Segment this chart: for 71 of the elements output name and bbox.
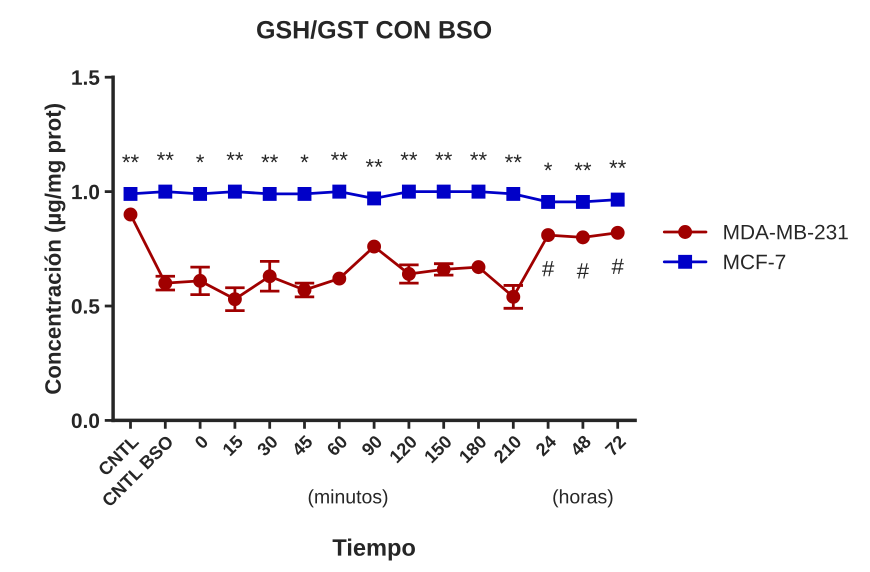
point [610,226,625,240]
legend-label: MCF-7 [724,254,786,270]
annotation: # [612,258,624,274]
x-tick-label: 72 [604,434,626,457]
x-tick-label: 30 [256,434,279,457]
point [158,276,172,290]
x-tick-label: 24 [534,434,558,457]
point [124,208,138,222]
y-tick-label: 1.0 [72,184,100,200]
annotation: ** [609,160,626,168]
annotation: ** [122,154,139,162]
x-tick-label: 15 [222,434,244,456]
y-tick-label: 1.5 [72,70,100,85]
point [506,290,520,304]
point [193,186,208,201]
annotation: ** [574,162,592,170]
annotation: ** [157,152,174,160]
x-axis-title: Tiempo [332,538,415,561]
point [367,192,382,206]
y-tick-label: 0.5 [72,299,100,314]
point [262,186,277,201]
point [228,184,242,199]
annotation: # [542,260,554,276]
annotation: ** [261,154,278,162]
point [472,184,486,199]
annotation: * [544,162,552,170]
annotation: * [300,154,308,162]
point [576,194,590,209]
x-tick-label: 0 [194,434,209,450]
x-tick-label: 180 [458,434,488,464]
x-tick-label: 90 [360,434,383,457]
x-tick-label: 48 [569,434,592,457]
point [436,184,451,199]
point [610,192,625,207]
annotation: ** [470,152,487,160]
point [228,292,242,306]
x-tick-label: 60 [326,434,348,457]
point [124,186,138,201]
annotation: ** [331,152,348,160]
point [158,184,172,199]
annotation: ** [366,159,382,167]
point [262,269,277,284]
text: (horas) [553,489,612,508]
point [402,184,416,199]
y-tick-label: 0.0 [72,413,100,428]
point [506,186,520,201]
point [576,230,590,244]
point [472,260,486,274]
annotation: ** [226,152,244,160]
annotation: ** [400,152,418,160]
x-tick-label: 45 [290,434,314,457]
annotation: * [196,154,204,162]
point [298,283,312,297]
annotation: ** [435,152,452,160]
x-tick-label: 120 [388,434,418,464]
point [541,194,556,209]
x-tick-label: 210 [492,434,522,464]
chart-title: GSH/GST CON BSO [257,20,492,39]
point [402,267,416,281]
text: (minutos) [308,489,388,508]
point [193,274,208,288]
legend-label: MDA-MB-231 [724,224,848,240]
point [332,272,346,286]
point [367,240,382,254]
point [298,186,312,201]
annotation: ** [505,154,522,162]
point [541,228,556,242]
annotation: # [576,263,589,278]
point [332,184,346,199]
x-tick-label: 150 [424,434,453,464]
y-axis-title: Concentración (µg/mg prot) [44,104,66,394]
